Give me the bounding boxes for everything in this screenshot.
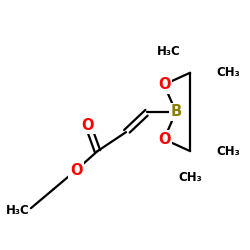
Text: CH₃: CH₃ (178, 171, 202, 184)
Text: H₃C: H₃C (157, 45, 181, 58)
Text: H₃C: H₃C (6, 204, 30, 217)
Text: O: O (158, 132, 170, 147)
Text: O: O (70, 163, 82, 178)
Text: B: B (170, 104, 181, 120)
Text: O: O (158, 77, 170, 92)
Text: CH₃: CH₃ (216, 66, 240, 79)
Text: CH₃: CH₃ (216, 145, 240, 158)
Text: O: O (82, 118, 94, 132)
